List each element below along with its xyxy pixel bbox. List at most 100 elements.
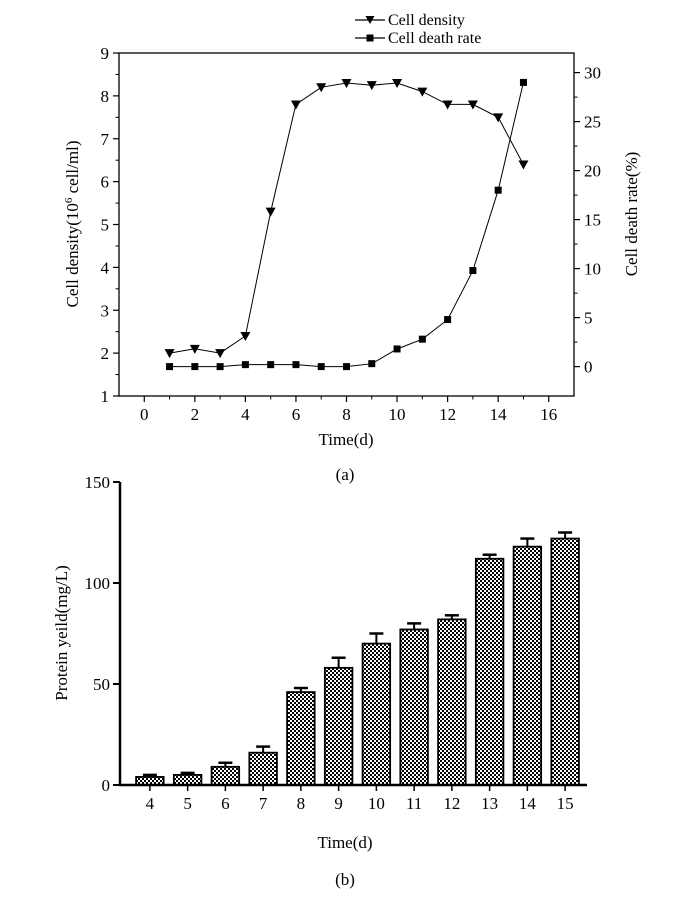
x-tick-label: 0 [140, 405, 149, 424]
legend-label-cell-density: Cell density [388, 12, 465, 29]
point-cell-death-rate [519, 78, 527, 86]
x-tick-label: 4 [146, 794, 155, 813]
point-cell-density [341, 79, 352, 89]
point-cell-death-rate [241, 361, 249, 369]
x-tick-label: 10 [368, 794, 385, 813]
bar-14 [512, 545, 543, 786]
x-tick-label: 4 [241, 405, 250, 424]
point-cell-density [290, 100, 301, 110]
y-left-tick-label: 3 [101, 301, 110, 320]
legend-label-cell-death-rate: Cell death rate [388, 30, 481, 47]
legend: Cell density Cell death rate [355, 12, 481, 47]
y-right-tick-label: 30 [584, 64, 601, 83]
point-cell-death-rate [444, 316, 452, 324]
x-tick-label: 5 [183, 794, 192, 813]
x-tick-label: 6 [221, 794, 230, 813]
point-cell-density [316, 83, 327, 93]
y-tick-label: 50 [93, 675, 110, 694]
y-right-tick-label: 15 [584, 211, 601, 230]
point-cell-density [392, 79, 403, 89]
y-right-tick-label: 25 [584, 113, 601, 132]
x-tick-label: 9 [334, 794, 343, 813]
x-tick-label: 12 [439, 405, 456, 424]
x-axis-title: Time(d) [318, 430, 373, 449]
x-tick-label: 15 [557, 794, 574, 813]
y-left-tick-label: 6 [101, 173, 110, 192]
y-right-tick-label: 10 [584, 260, 601, 279]
point-cell-density [467, 100, 478, 110]
x-tick-label: 2 [191, 405, 200, 424]
panel-label-a: (a) [336, 465, 355, 484]
y-right-tick-label: 20 [584, 162, 601, 181]
y-axis-title: Protein yeild(mg/L) [52, 565, 71, 701]
point-cell-density [189, 344, 200, 354]
y-left-tick-label: 5 [101, 216, 110, 235]
bar-13 [474, 557, 505, 786]
x-tick-label: 11 [406, 794, 422, 813]
y-left-tick-label: 2 [101, 344, 110, 363]
bar-9 [323, 666, 354, 786]
point-cell-death-rate [166, 363, 174, 371]
bars [135, 531, 580, 786]
point-cell-density [265, 207, 276, 217]
x-tick-label: 13 [481, 794, 498, 813]
y-tick-label: 0 [102, 776, 111, 795]
x-tick-label: 7 [259, 794, 268, 813]
point-cell-density [215, 349, 226, 359]
bar-10 [361, 642, 392, 786]
series-markers [164, 78, 529, 371]
point-cell-density [493, 113, 504, 123]
y-left-tick-label: 9 [101, 44, 110, 63]
bar-6 [210, 765, 241, 786]
x-tick-label: 6 [292, 405, 301, 424]
bar-11 [399, 628, 429, 786]
point-cell-death-rate [216, 363, 224, 371]
y-tick-label: 150 [85, 473, 111, 492]
point-cell-death-rate [469, 267, 477, 275]
legend-marker-cell-death-rate [366, 34, 374, 42]
point-cell-density [417, 87, 428, 97]
x-tick-label: 12 [443, 794, 460, 813]
y-left-tick-label: 1 [101, 387, 110, 406]
bar-5 [172, 774, 203, 786]
point-cell-death-rate [368, 360, 376, 368]
legend-marker-cell-density [365, 16, 375, 24]
y-left-tick-label: 8 [101, 87, 110, 106]
bar-8 [286, 691, 316, 786]
point-cell-density [240, 331, 251, 341]
series-line-cell-density [169, 82, 524, 354]
x-tick-label: 16 [540, 405, 557, 424]
y-axis-title-left: Cell density(106 cell/ml) [63, 141, 82, 308]
x-tick-label: 8 [342, 405, 351, 424]
x-axis-title: Time(d) [317, 833, 372, 852]
panel-label-b: (b) [335, 870, 355, 889]
cell-density-chart: Cell density Cell death rate 0 2 4 6 8 10 12 14… [63, 12, 641, 484]
point-cell-density [366, 81, 377, 91]
point-cell-death-rate [292, 361, 300, 369]
point-cell-death-rate [317, 363, 325, 371]
y-left-tick-label: 4 [101, 258, 110, 277]
point-cell-death-rate [191, 363, 199, 371]
bar-12 [437, 618, 467, 786]
bar-7 [248, 751, 278, 786]
point-cell-death-rate [343, 363, 350, 371]
point-cell-density [442, 100, 453, 110]
y-right-tick-label: 5 [584, 309, 593, 328]
y-tick-label: 100 [85, 574, 111, 593]
point-cell-death-rate [393, 345, 401, 353]
x-tick-label: 14 [490, 405, 508, 424]
bar-15 [550, 537, 580, 786]
point-cell-density [518, 160, 529, 170]
point-cell-death-rate [494, 186, 502, 194]
plot-frame [118, 52, 575, 397]
y-left-tick-label: 7 [101, 130, 110, 149]
x-tick-label: 14 [519, 794, 537, 813]
x-tick-label: 10 [389, 405, 406, 424]
x-tick-label: 8 [297, 794, 306, 813]
point-cell-density [164, 349, 175, 359]
y-axis-title-right: Cell death rate(%) [622, 152, 641, 277]
